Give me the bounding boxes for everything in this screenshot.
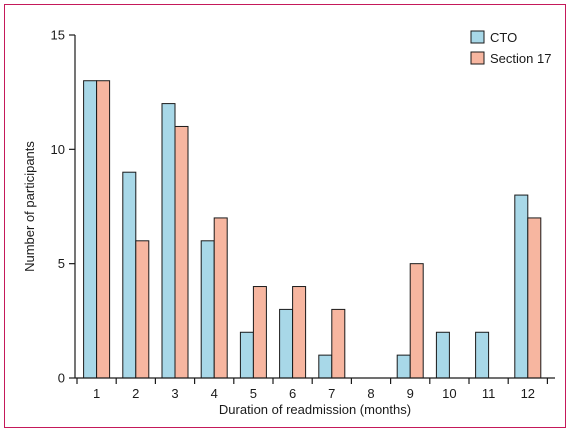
x-tick-label: 2 (132, 386, 139, 401)
x-tick-label: 6 (289, 386, 296, 401)
x-tick-label: 1 (93, 386, 100, 401)
y-ticks: 0 5 10 15 (51, 28, 75, 386)
bar-cto-4 (200, 240, 215, 379)
x-tick-label: 10 (442, 386, 456, 401)
y-tick-label: 10 (51, 142, 65, 157)
bar-section-17-1 (96, 80, 111, 379)
y-tick-label: 5 (58, 256, 65, 271)
bar-section-17-4 (213, 217, 228, 379)
bar-section-17-7 (331, 308, 346, 379)
x-tick-label: 4 (211, 386, 218, 401)
legend-swatch-section-17 (470, 51, 485, 65)
x-axis-title: Duration of readmission (months) (219, 402, 411, 417)
bar-section-17-2 (135, 240, 150, 379)
bar-cto-9 (396, 354, 411, 379)
x-tick-label: 3 (171, 386, 178, 401)
bar-section-17-9 (409, 263, 424, 379)
bars-layer (83, 80, 542, 379)
legend: CTO Section 17 (470, 30, 551, 66)
bar-section-17-12 (527, 217, 542, 379)
bar-cto-7 (318, 354, 333, 379)
legend-label-cto: CTO (490, 30, 517, 45)
x-tick-label: 12 (521, 386, 535, 401)
bar-cto-2 (122, 171, 137, 379)
bar-cto-10 (435, 331, 450, 379)
legend-swatch-cto (470, 30, 485, 44)
x-ticks: 1 2 3 4 5 6 7 8 9 10 11 12 (76, 378, 549, 401)
bar-section-17-6 (292, 286, 307, 379)
x-tick-label: 8 (367, 386, 374, 401)
x-tick-label: 11 (482, 386, 496, 401)
bar-cto-1 (83, 80, 98, 379)
legend-label-section-17: Section 17 (490, 51, 551, 66)
y-tick-label: 15 (51, 28, 65, 43)
bar-cto-6 (279, 308, 294, 379)
bar-section-17-3 (174, 125, 189, 379)
bar-section-17-5 (252, 286, 267, 379)
x-tick-label: 7 (328, 386, 335, 401)
bar-cto-11 (475, 331, 490, 379)
bar-cto-3 (161, 103, 176, 379)
x-tick-label: 5 (250, 386, 257, 401)
x-tick-label: 9 (407, 386, 414, 401)
bar-cto-5 (239, 331, 254, 379)
y-axis-title: Number of participants (22, 141, 37, 272)
bar-cto-12 (514, 194, 529, 379)
y-tick-label: 0 (58, 371, 65, 386)
